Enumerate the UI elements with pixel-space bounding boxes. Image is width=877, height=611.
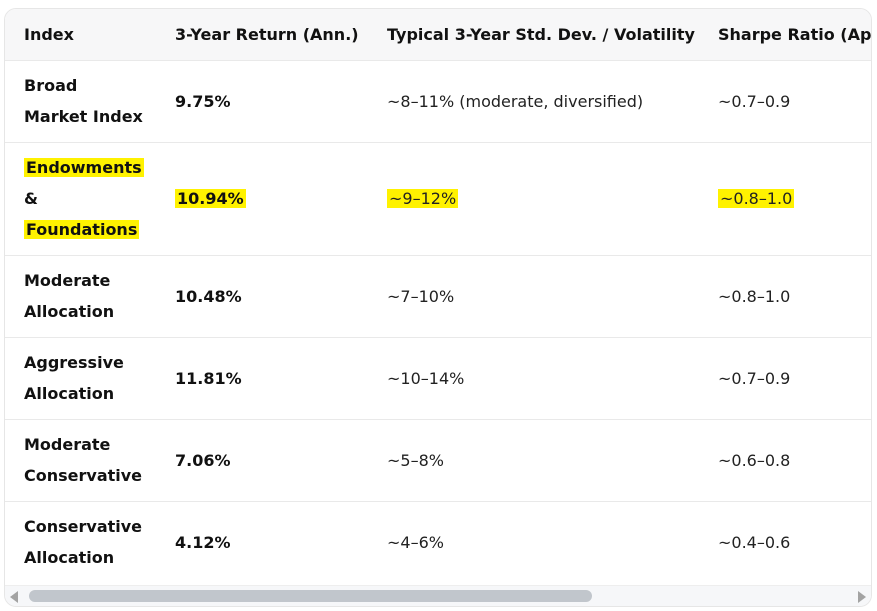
sharpe-cell: ~0.7–0.9 [699,336,871,419]
sharpe-cell: ~0.8–1.0 [699,254,871,337]
volatility-cell: ~4–6% [368,500,699,583]
sharpe-cell: ~0.4–0.6 [699,500,871,583]
return-cell: 7.06% [156,418,368,501]
header-sharpe-ratio: Sharpe Ratio (Approx.) [718,24,871,44]
return-value: 10.94% [175,189,246,208]
volatility-cell: ~10–14% [368,336,699,419]
volatility-cell: ~8–11% (moderate, diversified) [368,59,699,142]
index-name-line: Moderate [24,435,111,454]
return-cell: 9.75% [156,59,368,142]
index-cell: Broad Market Index [5,59,156,142]
table-viewport[interactable]: Index 3-Year Return (Ann.) Typical 3-Yea… [5,9,871,584]
header-index: Index [24,24,74,44]
index-name-line: Allocation [24,548,115,568]
volatility-cell: ~7–10% [368,254,699,337]
horizontal-scrollbar[interactable] [5,585,871,606]
index-name-line: Allocation [24,302,115,321]
index-cell: Moderate Conservative [5,418,156,501]
index-name-line: Conservative [24,517,143,537]
return-cell: 10.94% [156,141,368,255]
right-arrow-icon[interactable] [858,591,866,603]
index-name-line: Allocation [24,384,115,403]
index-name-line: Broad [24,76,78,95]
table-row: Broad Market Index 9.75% ~8–11% (moderat… [5,59,871,142]
comparison-table: Index 3-Year Return (Ann.) Typical 3-Yea… [5,9,871,583]
index-name-line: Endowments [24,158,144,177]
return-cell: 10.48% [156,254,368,337]
index-name-line: & [24,189,38,208]
index-name-line: Conservative [24,466,143,485]
sharpe-cell: ~0.8–1.0 [699,141,871,255]
index-cell: Conservative Allocation [5,500,156,583]
header-3yr-return: 3-Year Return (Ann.) [175,24,359,44]
table-container: Index 3-Year Return (Ann.) Typical 3-Yea… [4,8,872,607]
index-cell: Endowments & Foundations [5,141,156,255]
sharpe-cell: ~0.6–0.8 [699,418,871,501]
table-row-highlighted: Endowments & Foundations 10.94% ~9–12% ~… [5,141,871,255]
sharpe-value: ~0.8–1.0 [718,189,795,208]
table-header-row: Index 3-Year Return (Ann.) Typical 3-Yea… [5,9,871,60]
table-row: Aggressive Allocation 11.81% ~10–14% ~0.… [5,336,871,419]
return-cell: 11.81% [156,336,368,419]
volatility-cell: ~5–8% [368,418,699,501]
scrollbar-thumb[interactable] [29,590,592,602]
header-volatility: Typical 3-Year Std. Dev. / Volatility [387,24,695,44]
volatility-value: ~9–12% [387,189,459,208]
index-name-line: Moderate [24,271,111,290]
index-cell: Aggressive Allocation [5,336,156,419]
table-row: Moderate Conservative 7.06% ~5–8% ~0.6–0… [5,418,871,501]
index-name-line: Market Index [24,107,143,126]
table-row: Moderate Allocation 10.48% ~7–10% ~0.8–1… [5,254,871,337]
left-arrow-icon[interactable] [10,591,18,603]
table-row: Conservative Allocation 4.12% ~4–6% ~0.4… [5,500,871,583]
index-name-line: Foundations [24,220,140,239]
sharpe-cell: ~0.7–0.9 [699,59,871,142]
index-name-line: Aggressive [24,353,124,372]
index-cell: Moderate Allocation [5,254,156,337]
return-cell: 4.12% [156,500,368,583]
volatility-cell: ~9–12% [368,141,699,255]
